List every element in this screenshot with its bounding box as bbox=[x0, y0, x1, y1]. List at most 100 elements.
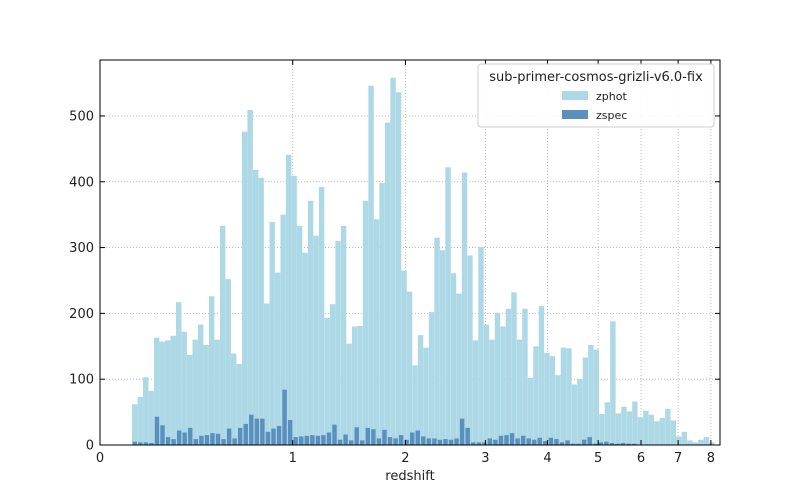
zphot-bar bbox=[423, 347, 429, 445]
zphot-bar bbox=[159, 341, 165, 445]
zspec-bar bbox=[471, 442, 476, 445]
zspec-bar bbox=[293, 437, 298, 445]
zphot-bar bbox=[401, 270, 407, 445]
zphot-bar bbox=[192, 339, 198, 445]
zspec-bars bbox=[132, 389, 637, 445]
zspec-bar bbox=[587, 437, 592, 445]
zspec-bar bbox=[299, 436, 304, 445]
zspec-bar bbox=[376, 438, 382, 445]
legend-swatch-zspec bbox=[562, 110, 588, 119]
zspec-bar bbox=[243, 423, 248, 445]
zphot-bar bbox=[648, 414, 655, 445]
zphot-bar bbox=[346, 343, 352, 445]
zphot-bar bbox=[219, 225, 226, 445]
zspec-bar bbox=[448, 439, 454, 445]
zspec-bar bbox=[193, 439, 199, 445]
zphot-bar bbox=[351, 326, 358, 445]
zspec-bar bbox=[188, 427, 193, 445]
zspec-bar bbox=[265, 431, 271, 445]
zphot-bar bbox=[555, 375, 561, 445]
zspec-bar bbox=[215, 433, 221, 445]
zspec-bar bbox=[548, 437, 554, 445]
zspec-bar bbox=[482, 442, 487, 445]
grid-lines bbox=[100, 60, 720, 445]
zphot-bar bbox=[236, 364, 242, 445]
zphot-bar bbox=[412, 365, 418, 445]
zspec-bar bbox=[160, 425, 165, 445]
x-tick-label: 5 bbox=[594, 451, 602, 466]
x-tick-label: 6 bbox=[637, 451, 645, 466]
zspec-bar bbox=[165, 437, 171, 445]
zphot-bar bbox=[291, 175, 297, 446]
zphot-bar bbox=[626, 411, 633, 445]
zspec-bar bbox=[598, 442, 604, 445]
zphot-bar bbox=[522, 308, 528, 445]
zspec-bar bbox=[326, 432, 332, 445]
zspec-bar bbox=[565, 440, 570, 445]
zphot-bar bbox=[428, 312, 435, 445]
zspec-bar bbox=[581, 439, 587, 445]
zphot-bar bbox=[132, 404, 138, 445]
zphot-bar bbox=[698, 439, 704, 445]
zphot-bar bbox=[456, 293, 462, 445]
zphot-bar bbox=[373, 219, 380, 445]
zphot-bar bbox=[511, 292, 517, 445]
zphot-bar bbox=[533, 346, 539, 445]
legend-label-zphot: zphot bbox=[596, 90, 627, 103]
zphot-bar bbox=[703, 437, 710, 445]
zphot-bar bbox=[654, 421, 660, 445]
zphot-bar bbox=[390, 77, 396, 446]
zspec-bar bbox=[520, 435, 526, 445]
zphot-bar bbox=[593, 349, 600, 445]
zspec-bar bbox=[576, 443, 581, 445]
zspec-bar bbox=[249, 414, 254, 445]
zphot-bar bbox=[148, 391, 154, 445]
zphot-bar bbox=[247, 110, 253, 446]
zspec-bar bbox=[631, 443, 637, 445]
zspec-bar bbox=[199, 435, 204, 445]
zphot-bar bbox=[384, 122, 391, 446]
zphot-bar bbox=[335, 240, 341, 445]
zspec-bar bbox=[282, 389, 287, 445]
x-axis-label: redshift bbox=[385, 469, 434, 484]
zspec-bar bbox=[409, 432, 415, 445]
zphot-bar bbox=[549, 356, 556, 445]
zspec-bar bbox=[454, 438, 459, 445]
zphot-bar bbox=[527, 377, 534, 445]
zphot-bars bbox=[132, 77, 715, 446]
zphot-bar bbox=[362, 200, 369, 445]
zphot-bar bbox=[280, 214, 286, 445]
x-tick-label: 0 bbox=[96, 451, 104, 466]
zphot-bar bbox=[214, 339, 220, 445]
zphot-bar bbox=[313, 235, 319, 445]
zspec-bar bbox=[626, 443, 631, 445]
zphot-bar bbox=[368, 85, 374, 446]
zspec-bar bbox=[604, 441, 609, 445]
zphot-bar bbox=[621, 406, 627, 445]
zspec-bar bbox=[360, 440, 365, 445]
zphot-bar bbox=[659, 418, 666, 445]
zspec-bar bbox=[593, 443, 598, 445]
zspec-bar bbox=[559, 442, 565, 445]
zspec-bar bbox=[393, 438, 398, 445]
zphot-bar bbox=[478, 246, 484, 445]
zphot-bar bbox=[500, 326, 506, 445]
zspec-bar bbox=[570, 443, 576, 445]
zspec-bar bbox=[143, 442, 149, 445]
zspec-bar bbox=[171, 439, 176, 445]
zphot-bar bbox=[285, 154, 292, 445]
zspec-bar bbox=[332, 424, 337, 445]
zphot-bar bbox=[187, 354, 193, 445]
zspec-bar bbox=[504, 435, 509, 445]
zspec-bar bbox=[315, 435, 321, 445]
zphot-bar bbox=[417, 335, 424, 445]
zspec-bar bbox=[387, 437, 393, 445]
zspec-bar bbox=[465, 427, 470, 445]
zphot-bar bbox=[165, 340, 171, 445]
zspec-bar bbox=[493, 439, 498, 445]
zphot-bar bbox=[461, 172, 468, 446]
zphot-bar bbox=[692, 442, 699, 445]
y-tick-label: 0 bbox=[86, 439, 94, 454]
zphot-bar bbox=[208, 296, 215, 445]
zspec-bar bbox=[443, 439, 448, 445]
